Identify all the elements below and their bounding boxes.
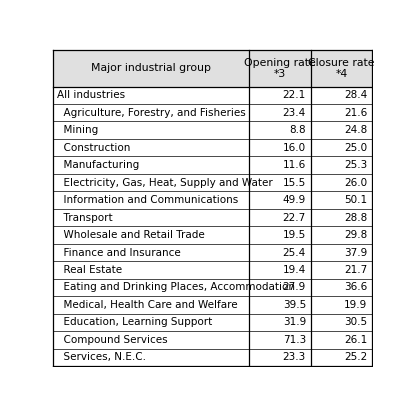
Text: 21.6: 21.6 — [343, 108, 366, 118]
Text: Eating and Drinking Places, Accommodation: Eating and Drinking Places, Accommodatio… — [57, 283, 294, 293]
Bar — [53, 122, 371, 139]
Text: Major industrial group: Major industrial group — [91, 63, 211, 73]
Text: 27.9: 27.9 — [282, 283, 305, 293]
Bar — [53, 209, 371, 226]
Bar — [53, 50, 371, 87]
Text: 25.4: 25.4 — [282, 248, 305, 258]
Bar — [53, 87, 371, 104]
Text: Medical, Health Care and Welfare: Medical, Health Care and Welfare — [57, 300, 237, 310]
Text: Wholesale and Retail Trade: Wholesale and Retail Trade — [57, 230, 204, 240]
Bar — [53, 261, 371, 279]
Bar — [53, 279, 371, 296]
Text: 22.7: 22.7 — [282, 213, 305, 222]
Text: 29.8: 29.8 — [343, 230, 366, 240]
Text: 16.0: 16.0 — [282, 143, 305, 153]
Text: Construction: Construction — [57, 143, 130, 153]
Text: 28.8: 28.8 — [343, 213, 366, 222]
Text: 26.1: 26.1 — [343, 335, 366, 345]
Text: All industries: All industries — [57, 90, 124, 100]
Bar — [53, 174, 371, 191]
Text: Compound Services: Compound Services — [57, 335, 167, 345]
Bar — [53, 296, 371, 314]
Text: 25.2: 25.2 — [343, 352, 366, 362]
Text: Closure rate
*4: Closure rate *4 — [307, 58, 374, 79]
Text: Services, N.E.C.: Services, N.E.C. — [57, 352, 145, 362]
Bar — [53, 349, 371, 366]
Text: Agriculture, Forestry, and Fisheries: Agriculture, Forestry, and Fisheries — [57, 108, 245, 118]
Text: 25.0: 25.0 — [343, 143, 366, 153]
Text: 15.5: 15.5 — [282, 178, 305, 187]
Text: Mining: Mining — [57, 125, 97, 135]
Text: 30.5: 30.5 — [343, 317, 366, 328]
Text: 26.0: 26.0 — [343, 178, 366, 187]
Text: 23.3: 23.3 — [282, 352, 305, 362]
Bar — [53, 104, 371, 122]
Text: 22.1: 22.1 — [282, 90, 305, 100]
Text: 19.5: 19.5 — [282, 230, 305, 240]
Text: 49.9: 49.9 — [282, 195, 305, 205]
Text: Finance and Insurance: Finance and Insurance — [57, 248, 180, 258]
Text: 24.8: 24.8 — [343, 125, 366, 135]
Text: Transport: Transport — [57, 213, 112, 222]
Text: 19.9: 19.9 — [343, 300, 366, 310]
Text: 8.8: 8.8 — [289, 125, 305, 135]
Text: 50.1: 50.1 — [343, 195, 366, 205]
Text: 28.4: 28.4 — [343, 90, 366, 100]
Bar — [53, 157, 371, 174]
Text: 39.5: 39.5 — [282, 300, 305, 310]
Text: 11.6: 11.6 — [282, 160, 305, 170]
Text: Electricity, Gas, Heat, Supply and Water: Electricity, Gas, Heat, Supply and Water — [57, 178, 272, 187]
Text: 19.4: 19.4 — [282, 265, 305, 275]
Text: 31.9: 31.9 — [282, 317, 305, 328]
Text: 71.3: 71.3 — [282, 335, 305, 345]
Text: 21.7: 21.7 — [343, 265, 366, 275]
Bar — [53, 331, 371, 349]
Text: 37.9: 37.9 — [343, 248, 366, 258]
Bar — [53, 191, 371, 209]
Text: 25.3: 25.3 — [343, 160, 366, 170]
Text: Manufacturing: Manufacturing — [57, 160, 138, 170]
Text: Opening rate
*3: Opening rate *3 — [244, 58, 315, 79]
Bar — [53, 314, 371, 331]
Text: 23.4: 23.4 — [282, 108, 305, 118]
Bar — [53, 139, 371, 157]
Text: Education, Learning Support: Education, Learning Support — [57, 317, 211, 328]
Text: 36.6: 36.6 — [343, 283, 366, 293]
Text: Real Estate: Real Estate — [57, 265, 121, 275]
Bar — [53, 244, 371, 261]
Text: Information and Communications: Information and Communications — [57, 195, 237, 205]
Bar — [53, 226, 371, 244]
